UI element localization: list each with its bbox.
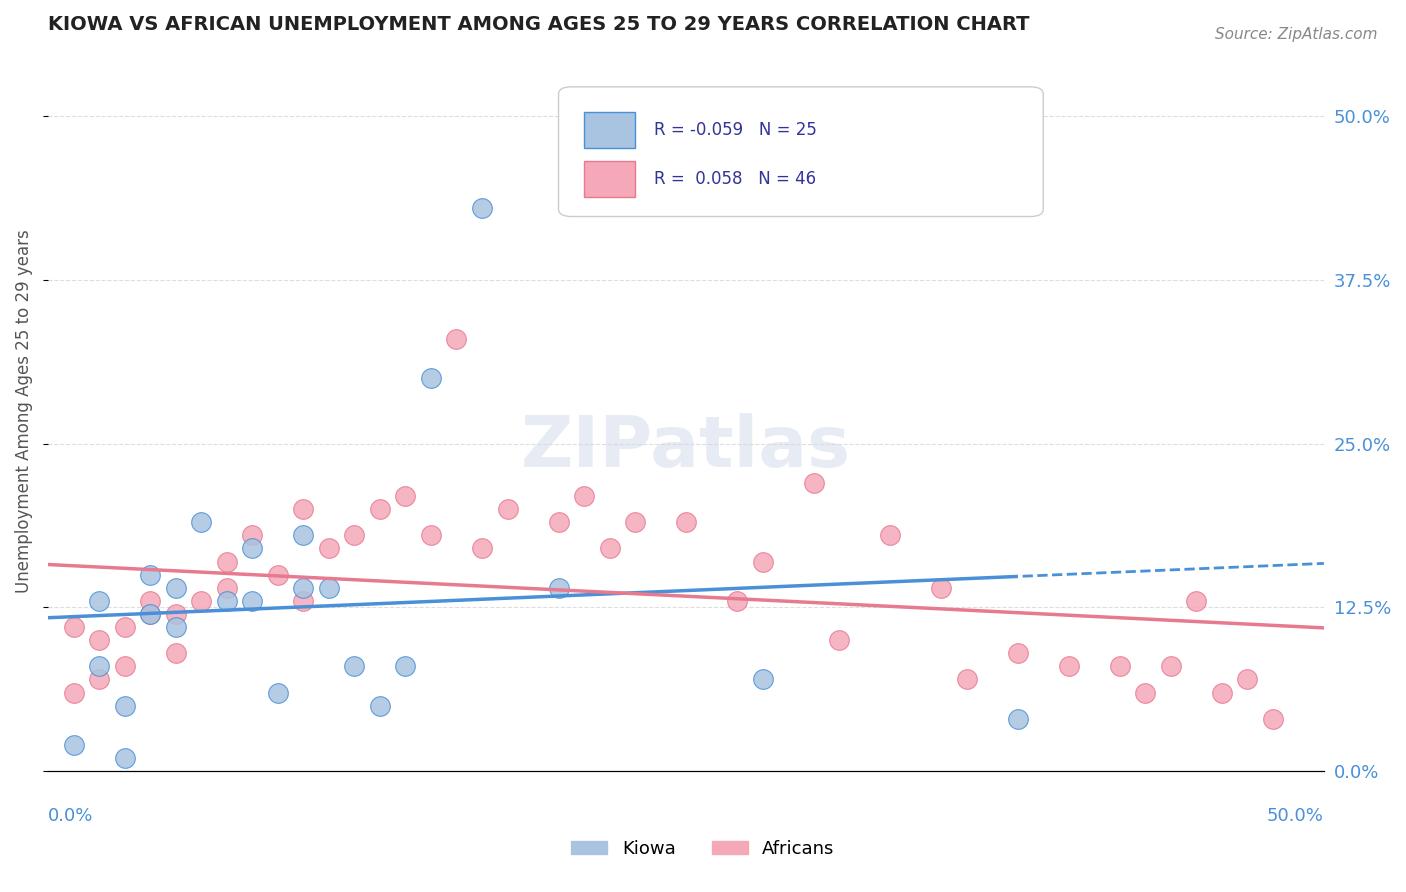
Point — [496, 502, 519, 516]
Point — [267, 567, 290, 582]
Point — [114, 751, 136, 765]
Point — [1007, 712, 1029, 726]
Point — [89, 594, 111, 608]
Point — [803, 475, 825, 490]
Point — [215, 581, 238, 595]
Point — [292, 502, 315, 516]
Text: Source: ZipAtlas.com: Source: ZipAtlas.com — [1215, 27, 1378, 42]
Point — [471, 541, 494, 556]
FancyBboxPatch shape — [558, 87, 1043, 217]
Point — [139, 607, 162, 621]
Point — [547, 581, 569, 595]
Point — [572, 489, 595, 503]
Point — [446, 332, 468, 346]
Point — [139, 594, 162, 608]
Point — [215, 594, 238, 608]
Text: R =  0.058   N = 46: R = 0.058 N = 46 — [654, 170, 817, 188]
Point — [1185, 594, 1208, 608]
Point — [1007, 646, 1029, 660]
Point — [114, 698, 136, 713]
Point — [420, 528, 443, 542]
Point — [828, 633, 851, 648]
FancyBboxPatch shape — [583, 161, 636, 197]
Point — [215, 555, 238, 569]
Point — [62, 685, 84, 699]
Point — [292, 528, 315, 542]
Point — [343, 528, 366, 542]
Point — [1236, 673, 1258, 687]
Point — [1135, 685, 1157, 699]
Point — [139, 607, 162, 621]
Point — [725, 594, 748, 608]
Point — [956, 673, 979, 687]
Point — [368, 502, 391, 516]
Point — [165, 581, 187, 595]
Point — [89, 633, 111, 648]
Point — [62, 620, 84, 634]
Point — [879, 528, 901, 542]
Point — [165, 607, 187, 621]
Point — [394, 659, 416, 673]
Point — [1160, 659, 1182, 673]
Point — [343, 659, 366, 673]
Text: 50.0%: 50.0% — [1267, 807, 1324, 825]
Point — [165, 620, 187, 634]
Point — [292, 594, 315, 608]
Point — [89, 659, 111, 673]
Point — [114, 659, 136, 673]
Point — [190, 594, 212, 608]
Point — [1108, 659, 1130, 673]
Point — [751, 673, 773, 687]
Point — [114, 620, 136, 634]
Text: KIOWA VS AFRICAN UNEMPLOYMENT AMONG AGES 25 TO 29 YEARS CORRELATION CHART: KIOWA VS AFRICAN UNEMPLOYMENT AMONG AGES… — [48, 15, 1029, 34]
Point — [547, 516, 569, 530]
Point — [62, 738, 84, 752]
Point — [599, 541, 621, 556]
Point — [368, 698, 391, 713]
Point — [267, 685, 290, 699]
Text: ZIPatlas: ZIPatlas — [522, 412, 851, 482]
Point — [420, 371, 443, 385]
Point — [89, 673, 111, 687]
Point — [624, 516, 647, 530]
Point — [751, 555, 773, 569]
Point — [318, 541, 340, 556]
Point — [318, 581, 340, 595]
Point — [139, 567, 162, 582]
Point — [292, 581, 315, 595]
Point — [242, 541, 264, 556]
Point — [394, 489, 416, 503]
Point — [471, 201, 494, 215]
Point — [1057, 659, 1080, 673]
FancyBboxPatch shape — [583, 112, 636, 148]
Point — [929, 581, 952, 595]
Legend: Kiowa, Africans: Kiowa, Africans — [564, 833, 842, 865]
Point — [242, 528, 264, 542]
Point — [242, 594, 264, 608]
Point — [1261, 712, 1284, 726]
Point — [165, 646, 187, 660]
Text: R = -0.059   N = 25: R = -0.059 N = 25 — [654, 121, 817, 139]
Point — [190, 516, 212, 530]
Text: 0.0%: 0.0% — [48, 807, 94, 825]
Y-axis label: Unemployment Among Ages 25 to 29 years: Unemployment Among Ages 25 to 29 years — [15, 229, 32, 593]
Point — [1211, 685, 1233, 699]
Point — [675, 516, 697, 530]
